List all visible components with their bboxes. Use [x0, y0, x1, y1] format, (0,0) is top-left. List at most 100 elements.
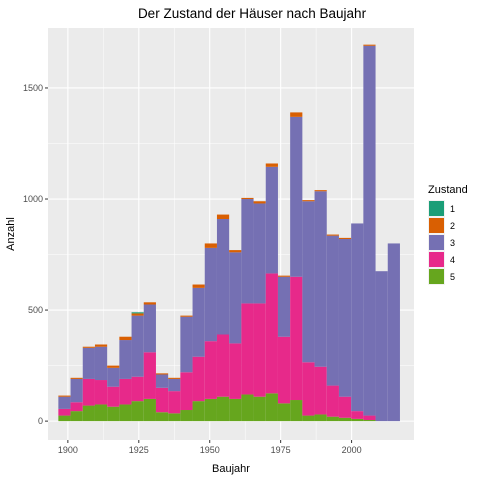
legend-swatch-3 — [429, 235, 444, 250]
x-tick-label: 1950 — [200, 445, 220, 455]
bar-segment-zustand-2 — [168, 377, 181, 379]
bar-segment-zustand-2 — [277, 275, 291, 277]
bar-segment-zustand-5 — [119, 404, 132, 422]
bar-segment-zustand-4 — [290, 276, 303, 401]
bar-segment-zustand-2 — [131, 313, 144, 316]
bar-segment-zustand-4 — [94, 380, 108, 405]
bar-segment-zustand-5 — [204, 398, 217, 422]
bar-segment-zustand-2 — [241, 197, 254, 200]
bar-segment-zustand-4 — [168, 391, 181, 414]
legend-label-2: 2 — [450, 221, 455, 231]
bar-segment-zustand-2 — [290, 112, 303, 117]
bar-segment-zustand-5 — [155, 412, 169, 422]
bar-segment-zustand-3 — [253, 203, 266, 304]
bar-segment-zustand-3 — [290, 116, 303, 277]
bar-segment-zustand-3 — [351, 223, 364, 412]
bar-segment-zustand-3 — [241, 199, 254, 304]
bar-segment-zustand-4 — [326, 385, 339, 417]
bar-segment-zustand-3 — [216, 219, 230, 335]
bar-segment-zustand-5 — [277, 403, 291, 422]
bar-segment-zustand-3 — [131, 315, 144, 377]
y-tick-label: 0 — [38, 416, 43, 426]
x-axis-title: Baujahr — [212, 463, 250, 475]
bar-segment-zustand-4 — [241, 303, 254, 395]
bar-segment-zustand-2 — [143, 302, 156, 305]
bar-segment-zustand-3 — [338, 238, 352, 397]
bar-segment-zustand-3 — [192, 287, 205, 357]
bar-segment-zustand-3 — [143, 304, 156, 353]
bar-segment-zustand-4 — [229, 343, 242, 399]
y-axis: 0 500 1000 1500 — [23, 83, 48, 426]
bar-segment-zustand-5 — [363, 420, 376, 422]
bar-segment-zustand-2 — [326, 234, 339, 236]
bar-segment-zustand-3 — [375, 271, 388, 422]
bar-segment-zustand-4 — [204, 341, 217, 399]
bar-segment-zustand-2 — [204, 243, 217, 248]
bar-segment-zustand-4 — [265, 273, 278, 394]
bar-segment-zustand-3 — [277, 276, 291, 337]
bar-segment-zustand-4 — [277, 336, 291, 404]
bar-segment-zustand-5 — [192, 401, 205, 422]
chart-title: Der Zustand der Häuser nach Baujahr — [138, 6, 367, 21]
bar-segment-zustand-4 — [192, 356, 205, 402]
bar-segment-zustand-2 — [314, 190, 327, 192]
legend-title: Zustand — [428, 184, 468, 196]
bar-segment-zustand-3 — [265, 166, 278, 274]
x-axis: 1900 1925 1950 1975 2000 — [58, 440, 362, 455]
legend: Zustand 1 2 3 4 5 — [428, 184, 468, 285]
bar-segment-zustand-2 — [119, 336, 132, 341]
bar-segment-zustand-3 — [168, 378, 181, 392]
bar-segment-zustand-3 — [155, 374, 169, 388]
bar-segment-zustand-3 — [387, 243, 400, 422]
legend-label-1: 1 — [450, 204, 455, 214]
bar-segment-zustand-2 — [82, 346, 95, 348]
bar-segment-zustand-4 — [314, 366, 327, 415]
bar-segment-zustand-5 — [82, 405, 95, 422]
x-tick-label: 2000 — [342, 445, 362, 455]
bar-segment-zustand-4 — [143, 352, 156, 399]
bar-stack-layer — [58, 44, 400, 422]
bar-segment-zustand-3 — [326, 235, 339, 386]
bar-segment-zustand-5 — [241, 394, 254, 422]
bar-segment-zustand-3 — [229, 252, 242, 344]
bar-segment-zustand-5 — [168, 413, 181, 422]
bar-segment-zustand-2 — [229, 250, 242, 253]
bar-segment-zustand-3 — [180, 316, 193, 373]
bar-segment-zustand-2 — [253, 201, 266, 204]
bar-segment-zustand-3 — [204, 247, 217, 342]
bar-segment-zustand-2 — [338, 237, 352, 239]
bar-segment-zustand-4 — [351, 411, 364, 419]
bar-segment-zustand-3 — [94, 346, 108, 381]
bar-segment-zustand-3 — [107, 367, 120, 387]
bar-segment-zustand-3 — [58, 396, 71, 409]
bar-segment-zustand-5 — [302, 415, 315, 422]
bar-segment-zustand-5 — [265, 393, 278, 422]
bar-segment-zustand-2 — [58, 395, 71, 397]
bar-segment-zustand-4 — [155, 387, 169, 413]
legend-label-5: 5 — [450, 272, 455, 282]
bar-segment-zustand-2 — [216, 214, 230, 220]
legend-swatch-4 — [429, 252, 444, 267]
legend-label-4: 4 — [450, 255, 455, 265]
bar-segment-zustand-4 — [58, 408, 71, 416]
bar-segment-zustand-5 — [131, 401, 144, 422]
x-tick-label: 1925 — [129, 445, 149, 455]
bar-segment-zustand-5 — [70, 411, 83, 422]
bar-segment-zustand-5 — [58, 415, 71, 422]
bar-segment-zustand-5 — [290, 400, 303, 422]
bar-segment-zustand-5 — [253, 396, 266, 422]
bar-segment-zustand-2 — [265, 163, 278, 167]
legend-swatch-1 — [429, 201, 444, 216]
bar-segment-zustand-2 — [107, 365, 120, 368]
bar-segment-zustand-2 — [363, 44, 376, 46]
bar-segment-zustand-5 — [229, 398, 242, 422]
bar-segment-zustand-5 — [180, 410, 193, 422]
legend-swatch-5 — [429, 269, 444, 284]
bar-segment-zustand-4 — [82, 378, 95, 406]
y-tick-label: 500 — [28, 305, 43, 315]
bar-segment-zustand-5 — [94, 404, 108, 422]
bar-segment-zustand-4 — [180, 372, 193, 411]
legend-label-3: 3 — [450, 238, 455, 248]
bar-segment-zustand-1 — [131, 312, 144, 314]
